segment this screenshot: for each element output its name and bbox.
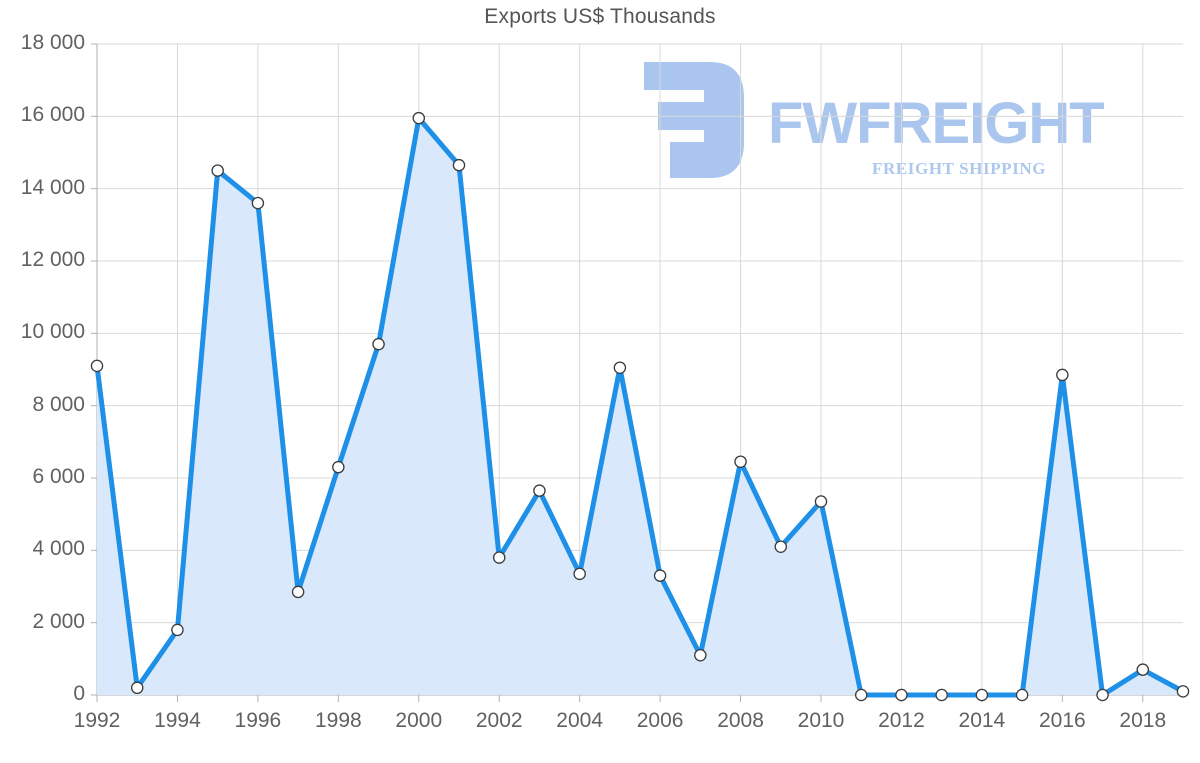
x-axis-tick-label: 2002 <box>475 709 523 732</box>
data-point-marker[interactable] <box>412 111 426 125</box>
data-point-marker[interactable] <box>613 361 627 374</box>
x-axis-tick-label: 2014 <box>958 709 1006 732</box>
x-axis-tick-label: 2006 <box>636 709 684 732</box>
data-point-marker[interactable] <box>573 567 586 581</box>
data-point-marker[interactable] <box>492 551 506 564</box>
x-axis-tick-label: 1992 <box>73 709 121 732</box>
data-point-marker[interactable] <box>1015 688 1029 702</box>
data-point-markers[interactable] <box>90 111 1190 702</box>
data-point-marker[interactable] <box>251 196 265 210</box>
x-axis-tick-label: 2004 <box>556 709 604 732</box>
tick-marks <box>91 43 1144 702</box>
y-axis-tick-label: 8 000 <box>32 392 85 416</box>
x-axis-tick-label: 2008 <box>717 709 764 732</box>
x-axis-tick-label: 1998 <box>314 709 362 732</box>
series-line <box>94 115 1186 698</box>
data-point-marker[interactable] <box>734 455 747 468</box>
x-axis-tick-label: 2016 <box>1038 709 1086 732</box>
x-axis-tick-label: 2000 <box>395 709 443 732</box>
data-point-marker[interactable] <box>653 569 667 582</box>
y-axis-tick-label: 18 000 <box>20 31 85 54</box>
data-point-marker[interactable] <box>533 484 546 497</box>
data-point-marker[interactable] <box>774 540 788 553</box>
data-point-marker[interactable] <box>1096 688 1109 702</box>
data-point-marker[interactable] <box>452 158 466 172</box>
y-axis-tick-label: 2 000 <box>32 609 85 633</box>
y-axis-tick-label: 6 000 <box>32 465 85 488</box>
y-axis-tick-label: 0 <box>73 682 85 705</box>
data-point-marker[interactable] <box>854 688 868 702</box>
x-axis-tick-label: 1994 <box>154 709 201 732</box>
data-point-marker[interactable] <box>291 585 305 599</box>
data-point-marker[interactable] <box>1176 685 1190 698</box>
data-point-marker[interactable] <box>90 359 104 373</box>
x-axis-tick-label: 1996 <box>234 709 282 732</box>
x-axis-tick-label: 2010 <box>797 709 845 732</box>
data-point-marker[interactable] <box>130 681 144 695</box>
y-axis-tick-label: 16 000 <box>20 103 85 127</box>
y-axis-tick-label: 4 000 <box>32 537 85 561</box>
data-point-marker[interactable] <box>935 688 948 702</box>
data-point-marker[interactable] <box>171 623 184 637</box>
data-point-marker[interactable] <box>211 164 224 177</box>
chart-title: Exports US$ Thousands <box>484 5 716 28</box>
area-fill <box>97 118 1183 695</box>
x-axis-tick-label: 2012 <box>878 709 925 732</box>
data-point-marker[interactable] <box>372 337 385 351</box>
data-point-marker[interactable] <box>694 648 707 662</box>
y-axis-tick-label: 12 000 <box>20 248 85 271</box>
data-point-marker[interactable] <box>332 460 345 474</box>
data-point-marker[interactable] <box>814 495 828 508</box>
x-axis-tick-label: 2018 <box>1119 709 1167 732</box>
data-point-marker[interactable] <box>895 688 908 702</box>
data-point-marker[interactable] <box>1136 663 1150 676</box>
data-point-marker[interactable] <box>1056 368 1069 382</box>
data-point-marker[interactable] <box>975 688 989 702</box>
y-axis-tick-label: 10 000 <box>20 320 85 344</box>
y-axis-tick-label: 14 000 <box>20 175 85 199</box>
